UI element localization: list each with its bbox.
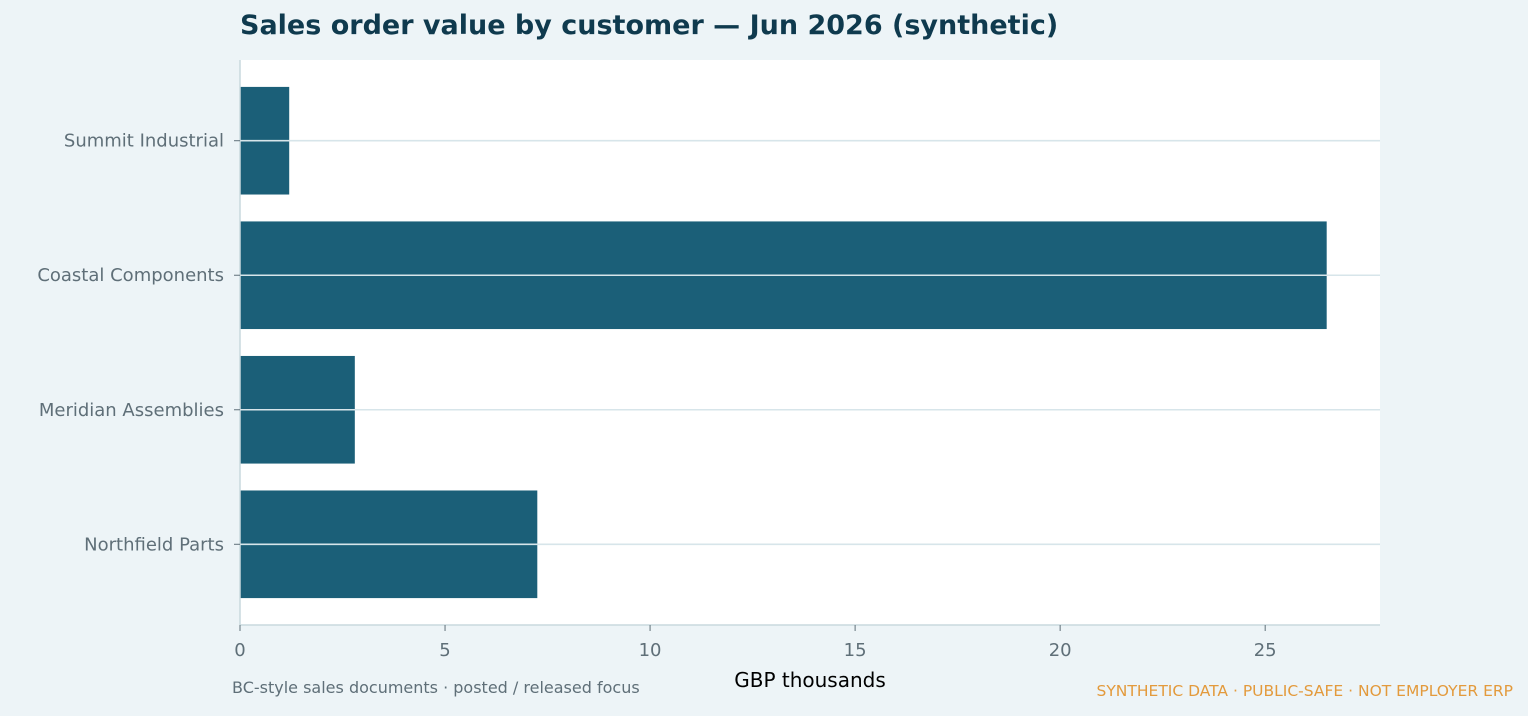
- synthetic-data-watermark: SYNTHETIC DATA · PUBLIC-SAFE · NOT EMPLO…: [1096, 682, 1514, 700]
- x-tick-label: 10: [639, 640, 662, 661]
- x-axis-label: GBP thousands: [734, 668, 886, 692]
- y-tick-label: Summit Industrial: [64, 131, 224, 152]
- footnote: BC-style sales documents · posted / rele…: [232, 678, 640, 697]
- chart-title: Sales order value by customer — Jun 2026…: [240, 10, 1059, 41]
- x-tick-label: 5: [439, 640, 450, 661]
- x-tick-label: 20: [1049, 640, 1072, 661]
- x-tick-label: 15: [844, 640, 867, 661]
- y-tick-label: Northfield Parts: [84, 534, 224, 555]
- y-tick-label: Coastal Components: [37, 265, 224, 286]
- y-tick-label: Meridian Assemblies: [39, 400, 224, 421]
- x-tick-label: 25: [1254, 640, 1277, 661]
- x-tick-label: 0: [234, 640, 245, 661]
